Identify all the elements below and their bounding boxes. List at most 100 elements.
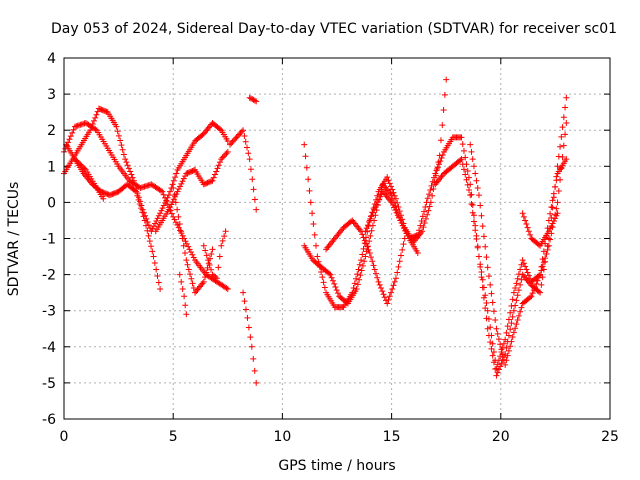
data-point xyxy=(431,174,438,181)
data-point xyxy=(559,154,566,161)
data-point xyxy=(185,266,192,273)
data-point xyxy=(200,278,207,285)
data-point xyxy=(550,190,557,197)
data-point xyxy=(217,126,223,133)
data-point xyxy=(152,220,159,227)
data-point xyxy=(167,204,174,211)
y-tick-label: 2 xyxy=(47,123,56,139)
data-point xyxy=(253,379,260,386)
data-point xyxy=(508,303,515,310)
series-track-b xyxy=(61,119,231,293)
data-point xyxy=(120,151,127,158)
data-point xyxy=(555,188,562,195)
data-point xyxy=(533,280,540,287)
y-tick-label: 0 xyxy=(47,195,56,211)
data-point xyxy=(519,210,526,217)
data-point xyxy=(465,187,472,194)
data-point xyxy=(205,257,212,264)
data-point xyxy=(478,212,485,219)
data-point xyxy=(93,111,100,118)
data-point xyxy=(92,126,99,133)
data-point xyxy=(509,296,516,303)
data-point xyxy=(480,233,487,240)
data-point xyxy=(148,243,155,250)
data-point xyxy=(545,228,552,235)
data-point xyxy=(141,217,148,224)
data-point xyxy=(303,164,310,171)
data-point xyxy=(202,247,209,254)
data-point xyxy=(547,225,554,232)
data-point xyxy=(489,340,496,347)
data-point xyxy=(202,274,209,281)
data-point xyxy=(464,181,471,188)
data-point xyxy=(424,211,431,218)
data-point xyxy=(358,257,365,264)
data-point xyxy=(213,275,220,282)
data-point xyxy=(366,249,373,256)
data-point xyxy=(360,234,367,241)
data-point xyxy=(187,249,194,256)
data-point xyxy=(208,266,215,273)
data-point xyxy=(385,296,392,303)
data-point xyxy=(430,185,437,192)
data-point xyxy=(512,285,519,292)
data-point xyxy=(365,246,372,253)
data-point xyxy=(71,156,78,163)
data-point xyxy=(332,283,339,290)
data-point xyxy=(135,196,142,203)
data-point xyxy=(81,165,88,172)
data-point xyxy=(504,352,511,359)
data-point xyxy=(552,215,559,222)
data-point xyxy=(140,213,147,220)
data-point xyxy=(490,308,497,315)
data-point xyxy=(170,196,177,203)
data-point xyxy=(548,204,555,211)
data-point xyxy=(493,372,500,379)
data-point xyxy=(153,217,160,224)
data-point xyxy=(520,213,527,220)
data-point xyxy=(236,131,243,138)
data-point xyxy=(395,263,402,270)
data-point xyxy=(200,242,207,249)
data-point xyxy=(208,178,215,185)
data-point xyxy=(387,289,394,296)
data-point xyxy=(386,180,393,187)
data-point xyxy=(509,313,516,320)
data-point xyxy=(368,254,375,261)
data-point xyxy=(525,272,532,279)
data-point xyxy=(459,141,466,148)
data-point xyxy=(560,114,567,121)
data-point xyxy=(238,128,245,135)
data-point xyxy=(472,170,479,177)
data-point xyxy=(149,248,156,255)
data-point xyxy=(508,320,515,327)
data-point xyxy=(169,198,176,205)
series-track-j xyxy=(246,94,260,105)
data-point xyxy=(544,246,551,253)
data-point xyxy=(218,156,225,163)
data-point xyxy=(150,253,157,260)
data-point xyxy=(474,244,481,251)
data-point xyxy=(371,266,378,273)
data-point xyxy=(226,141,233,148)
data-point xyxy=(389,286,396,293)
data-point xyxy=(167,188,174,195)
data-point xyxy=(499,351,506,358)
data-point xyxy=(514,316,521,323)
data-point xyxy=(527,294,534,301)
data-point xyxy=(353,286,360,293)
data-point xyxy=(208,250,215,257)
data-point xyxy=(234,132,241,139)
data-point xyxy=(170,184,177,191)
data-point xyxy=(174,188,181,195)
x-tick-label: 15 xyxy=(383,429,401,445)
y-tick-label: -6 xyxy=(42,412,56,428)
data-point xyxy=(503,357,510,364)
data-point xyxy=(248,343,255,350)
series-track-q xyxy=(467,119,570,368)
y-tick-label: -1 xyxy=(42,232,56,248)
data-point xyxy=(351,280,358,287)
data-point xyxy=(535,288,542,295)
data-point xyxy=(534,277,541,284)
data-point xyxy=(361,258,368,265)
